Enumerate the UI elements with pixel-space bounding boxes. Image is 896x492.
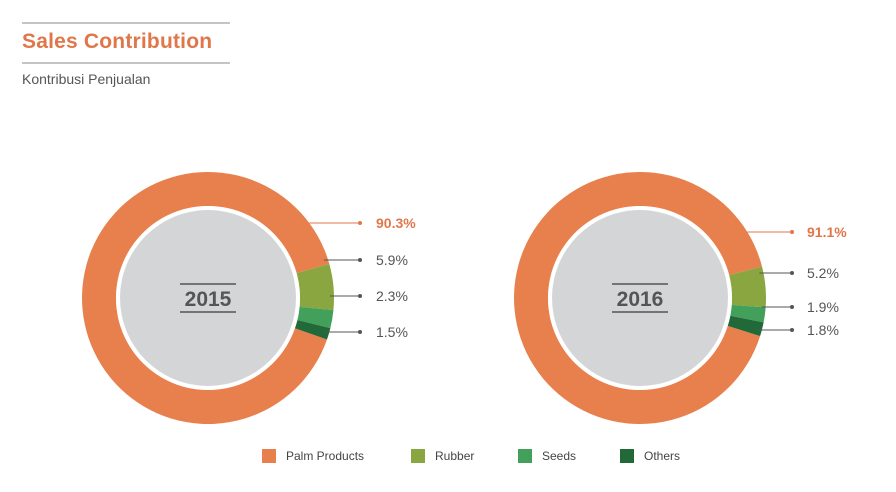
slice-seeds-2015 — [297, 306, 334, 329]
slice-seeds-2016 — [730, 304, 766, 323]
value-label-palm-products-2016: 91.1% — [807, 224, 847, 240]
leader-dot-rubber-2016 — [790, 271, 794, 275]
slice-others-2016 — [727, 315, 764, 337]
legend-item-seeds: Seeds — [518, 449, 576, 463]
value-label-seeds-2016: 1.9% — [807, 299, 839, 315]
legend-label-others: Others — [644, 449, 681, 463]
leader-dot-others-2016 — [790, 328, 794, 332]
leader-dot-others-2015 — [358, 330, 362, 334]
legend-swatch-palm-products — [262, 449, 276, 463]
value-label-palm-products-2015: 90.3% — [376, 215, 416, 231]
legend-label-seeds: Seeds — [542, 449, 577, 463]
legend-item-palm-products: Palm Products — [262, 449, 364, 463]
slice-rubber-2015 — [296, 263, 334, 311]
leader-dot-rubber-2015 — [358, 258, 362, 262]
chart-legend: Palm Products Rubber Seeds Others — [0, 449, 896, 467]
donut-chart-2015: 2015 90.3% 5.9% 2.3% 1.5% — [82, 171, 416, 424]
donut-chart-2016: 2016 91.1% 5.2% 1.9% 1.8% — [514, 172, 847, 425]
header-rule-top — [22, 22, 230, 24]
leader-dot-seeds-2016 — [790, 305, 794, 309]
page-title: Sales Contribution — [22, 30, 213, 53]
value-label-seeds-2015: 2.3% — [376, 288, 408, 304]
leader-dot-palm-products-2015 — [358, 221, 362, 225]
center-disc-2015 — [120, 210, 296, 386]
legend-swatch-rubber — [411, 449, 425, 463]
header-rule-bottom — [22, 62, 230, 64]
value-label-others-2015: 1.5% — [376, 324, 408, 340]
leader-dot-palm-products-2016 — [790, 230, 794, 234]
slice-rubber-2016 — [729, 266, 767, 308]
leader-dot-seeds-2015 — [358, 294, 362, 298]
legend-item-rubber: Rubber — [411, 449, 474, 463]
page-subtitle: Kontribusi Penjualan — [22, 71, 151, 87]
slice-others-2015 — [294, 319, 331, 340]
center-label-2016: 2016 — [617, 288, 664, 311]
center-label-2015: 2015 — [185, 288, 232, 311]
legend-label-palm-products: Palm Products — [286, 449, 365, 463]
value-label-rubber-2015: 5.9% — [376, 252, 408, 268]
center-disc-2016 — [552, 210, 728, 386]
legend-swatch-seeds — [518, 449, 532, 463]
value-label-rubber-2016: 5.2% — [807, 265, 839, 281]
legend-label-rubber: Rubber — [435, 449, 475, 463]
legend-swatch-others — [620, 449, 634, 463]
legend-item-others: Others — [620, 449, 680, 463]
value-label-others-2016: 1.8% — [807, 322, 839, 338]
